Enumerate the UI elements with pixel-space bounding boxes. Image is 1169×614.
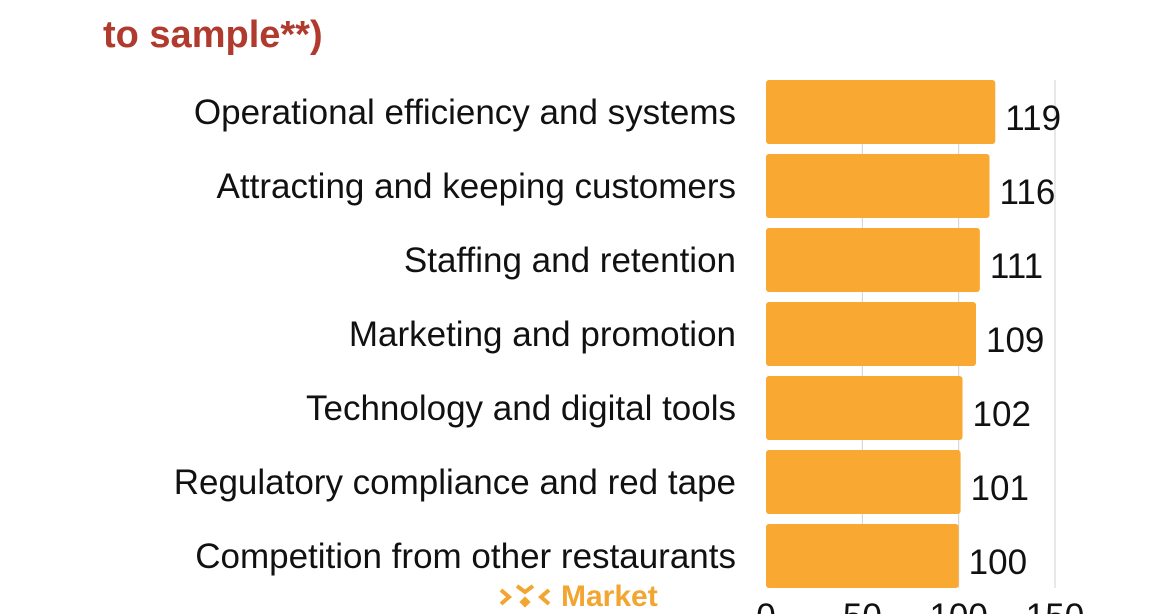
data-label: 111 (990, 247, 1043, 286)
logo-text: Market (561, 580, 658, 613)
category-label: Staffing and retention (404, 241, 736, 280)
x-tick-label: 150 (1026, 597, 1084, 614)
data-label: 100 (969, 543, 1027, 582)
bar (766, 302, 977, 366)
bar (766, 80, 996, 144)
logo-icon (499, 584, 551, 608)
category-label: Competition from other restaurants (195, 537, 736, 576)
chart-title: to sample**) (103, 14, 323, 56)
x-tick-label: 0 (756, 597, 775, 614)
category-label: Regulatory compliance and red tape (174, 463, 736, 502)
data-label: 101 (971, 469, 1029, 508)
bar (766, 228, 980, 292)
data-label: 109 (986, 321, 1044, 360)
category-label: Technology and digital tools (306, 389, 736, 428)
bar (766, 376, 963, 440)
bar (766, 154, 990, 218)
bar (766, 450, 961, 514)
category-label: Operational efficiency and systems (194, 93, 736, 132)
market-logo: Market (497, 580, 658, 614)
data-label: 119 (1005, 99, 1061, 138)
category-label: Marketing and promotion (349, 315, 736, 354)
bar (766, 524, 959, 588)
category-label: Attracting and keeping customers (217, 167, 736, 206)
x-tick-label: 100 (929, 597, 987, 614)
data-label: 116 (999, 173, 1055, 212)
x-tick-label: 50 (843, 597, 882, 614)
data-label: 102 (973, 395, 1031, 434)
